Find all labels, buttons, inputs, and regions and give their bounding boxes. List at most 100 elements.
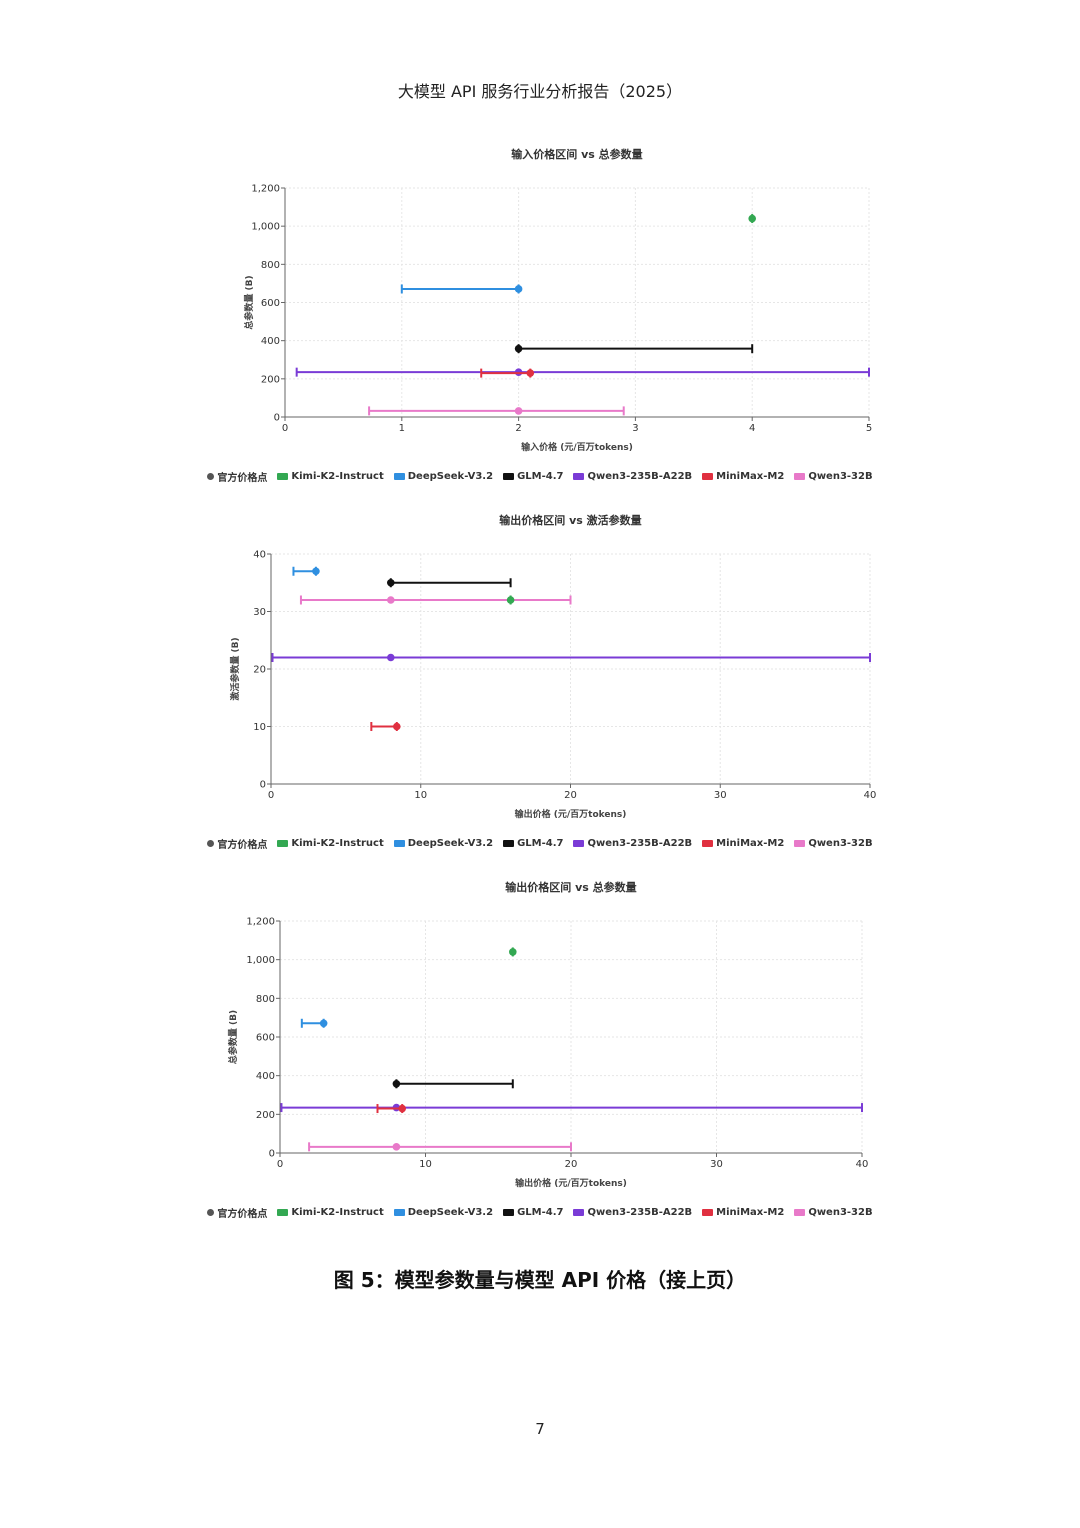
legend-swatch [393,473,405,480]
official-price-point [392,1143,401,1151]
chart-legend: 官方价格点 Kimi-K2-Instruct DeepSeek-V3.2 GLM-4.… [0,836,1080,851]
legend-item-qwen3-235b-a22b: Qwen3-235B-A22B [573,471,692,482]
legend-item-minimax-m2: MiniMax-M2 [702,1207,784,1218]
y-axis-label: 总参数量 (B) [243,275,255,329]
official-price-point [398,1104,407,1113]
legend-item-official-price: 官方价格点 [207,1205,267,1220]
legend-item-glm-4-7: GLM-4.7 [503,1207,563,1218]
legend-label: GLM-4.7 [517,1207,564,1218]
legend-swatch [573,840,585,847]
y-tick-label: 30 [253,607,266,618]
series-glm-4-7 [387,578,512,588]
y-tick-label: 800 [256,994,275,1005]
legend-swatch [207,1209,215,1216]
legend-label: Kimi-K2-Instruct [291,471,384,482]
legend-label: Qwen3-235B-A22B [587,471,693,482]
official-price-point [514,407,523,415]
y-tick-label: 200 [256,1110,275,1121]
chart-svg: 输入价格区间 vs 总参数量 0 200 400 600 800 1,000 1,200 0 1 2… [243,147,872,453]
series-qwen3-32b [299,595,572,605]
official-price-point [748,214,756,223]
legend-swatch [277,840,289,847]
legend-item-minimax-m2: MiniMax-M2 [702,838,784,849]
legend-item-official-price: 官方价格点 [207,469,267,484]
legend-swatch [207,473,215,480]
x-tick-label: 40 [856,1159,869,1170]
y-tick-label: 40 [253,550,266,561]
legend-label: Kimi-K2-Instruct [291,838,384,849]
official-price-point [526,369,535,377]
y-tick-label: 1,000 [246,955,275,966]
y-tick-label: 1,200 [246,917,275,928]
x-tick-label: 20 [564,790,577,801]
legend-swatch [277,1209,289,1216]
x-tick-label: 40 [864,790,877,801]
series-qwen3-32b [308,1142,572,1152]
legend-label: DeepSeek-V3.2 [407,838,494,849]
legend-label: GLM-4.7 [517,838,564,849]
official-price-point [312,567,320,576]
series-qwen3-235b-a22b [295,367,870,377]
legend-label: Qwen3-32B [808,471,873,482]
x-tick-label: 20 [565,1159,578,1170]
y-tick-label: 600 [256,1033,275,1044]
chart-input-price-vs-total-params: 输入价格区间 vs 总参数量 0 200 400 600 800 1,000 1,200 0 1 2… [0,140,1080,460]
legend-swatch [503,473,515,480]
y-tick-label: 1,200 [251,184,280,195]
y-tick-label: 0 [274,413,280,424]
series-qwen3-235b-a22b [271,653,871,662]
official-price-point [387,653,395,662]
series-qwen3-32b [368,406,625,416]
legend-swatch [702,1209,714,1216]
legend-label: Qwen3-235B-A22B [587,838,693,849]
legend-item-qwen3-32b: Qwen3-32B [794,471,873,482]
series-kimi-k2-instruct [506,595,515,605]
x-tick-label: 10 [414,790,427,801]
official-price-point [509,948,517,956]
official-price-point [319,1019,328,1028]
legend-item-glm-4-7: GLM-4.7 [503,471,563,482]
legend-swatch [794,840,806,847]
official-price-point [387,578,395,587]
chart-output-price-vs-active-params: 输出价格区间 vs 激活参数量 0 10 20 30 40 0 10 20 30 40 输出价格 (元… [0,506,1080,826]
x-tick-label: 0 [282,423,288,434]
series-glm-4-7 [514,344,754,354]
official-price-point [387,596,395,604]
legend-item-qwen3-32b: Qwen3-32B [794,1207,873,1218]
legend-label: 官方价格点 [217,473,268,484]
legend-label: Qwen3-235B-A22B [587,1207,693,1218]
legend-item-deepseek-v3-2: DeepSeek-V3.2 [393,471,493,482]
official-price-point [514,285,523,293]
y-tick-label: 10 [253,722,266,733]
legend-item-qwen3-235b-a22b: Qwen3-235B-A22B [573,838,692,849]
legend-swatch [393,1209,405,1216]
series-deepseek-v3-2 [292,566,320,576]
x-tick-label: 30 [710,1159,723,1170]
x-tick-label: 0 [268,790,274,801]
legend-label: Kimi-K2-Instruct [291,1207,384,1218]
chart-legend: 官方价格点 Kimi-K2-Instruct DeepSeek-V3.2 GLM-4.… [0,469,1080,484]
series-minimax-m2 [370,722,401,731]
series-minimax-m2 [376,1104,407,1114]
official-price-point [506,596,515,604]
x-tick-label: 5 [866,423,872,434]
legend-label: Qwen3-32B [808,1207,873,1218]
legend-item-qwen3-32b: Qwen3-32B [794,838,873,849]
legend-item-kimi-k2-instruct: Kimi-K2-Instruct [277,1207,384,1218]
y-axis-label: 激活参数量 (B) [229,637,241,700]
legend-label: MiniMax-M2 [716,1207,785,1218]
chart-svg: 输出价格区间 vs 总参数量 0 200 400 600 800 1,000 1,200 0 10… [227,880,869,1189]
legend-item-minimax-m2: MiniMax-M2 [702,471,784,482]
y-tick-label: 600 [261,298,280,309]
chart-svg: 输出价格区间 vs 激活参数量 0 10 20 30 40 0 10 20 30 40 输出价格 (元… [229,513,877,820]
series-kimi-k2-instruct [509,947,517,957]
legend-item-deepseek-v3-2: DeepSeek-V3.2 [393,838,494,849]
legend-label: 官方价格点 [217,840,268,851]
series-deepseek-v3-2 [400,284,523,294]
legend-swatch [573,1209,585,1216]
legend-item-official-price: 官方价格点 [207,836,267,851]
chart-output-price-vs-total-params: 输出价格区间 vs 总参数量 0 200 400 600 800 1,000 1,200 0 10… [0,873,1080,1195]
x-axis-label: 输出价格 (元/百万tokens) [515,808,627,820]
legend-label: MiniMax-M2 [716,471,785,482]
series-kimi-k2-instruct [748,214,756,224]
